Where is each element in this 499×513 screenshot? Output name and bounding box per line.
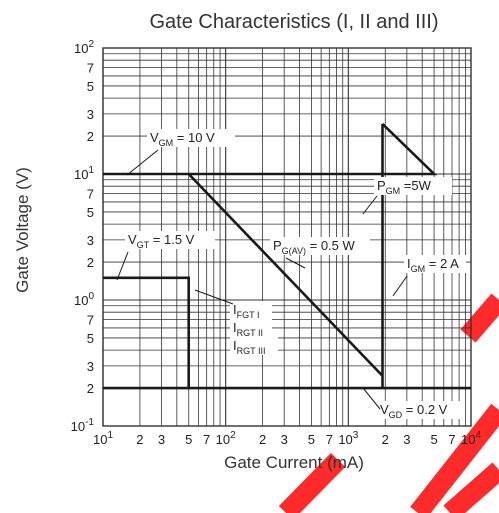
chart-title: Gate Characteristics (I, II and III): [150, 11, 439, 33]
y-tick-label: 7: [87, 313, 94, 328]
y-tick-label: 101: [74, 165, 94, 182]
watermark-stroke: [460, 293, 499, 343]
x-tick-label: 2: [259, 432, 266, 447]
y-tick-label: 3: [87, 107, 94, 122]
x-tick-label: 5: [308, 432, 315, 447]
annotation-bg: [374, 177, 452, 195]
annotation-bg: [404, 255, 466, 273]
annotation-bg: [377, 401, 461, 419]
x-tick-label: 101: [93, 430, 113, 447]
series-line-2: [187, 173, 384, 377]
y-tick-label: 5: [87, 205, 94, 220]
x-tick-label: 102: [216, 430, 236, 447]
x-tick-label: 5: [185, 432, 192, 447]
watermark-stroke: [410, 403, 499, 513]
x-tick-label: 7: [203, 432, 210, 447]
plot-frame: [102, 47, 472, 427]
series-line-1: [103, 122, 438, 176]
series-line-3: [103, 276, 190, 389]
annotation-bg: [230, 301, 272, 319]
leader-line: [362, 195, 378, 215]
x-tick-label: 3: [403, 432, 410, 447]
y-tick-label: 2: [87, 255, 94, 270]
x-tick-label: 103: [338, 430, 358, 447]
annotation-bg: [230, 319, 272, 337]
y-tick-label: 10-1: [71, 417, 95, 434]
leader-line: [362, 387, 381, 410]
watermark-stroke: [443, 462, 499, 513]
leader-line: [116, 251, 129, 281]
y-tick-label: 2: [87, 129, 94, 144]
annotation-bg: [270, 237, 370, 255]
leader-line: [392, 275, 408, 297]
y-tick-label: 5: [87, 79, 94, 94]
y-tick-label: 3: [87, 233, 94, 248]
watermark-stroke: [278, 452, 346, 513]
y-tick-label: 5: [87, 331, 94, 346]
x-axis-label: Gate Current (mA): [224, 453, 364, 472]
x-tick-label: 5: [430, 432, 437, 447]
series-layer: [103, 122, 471, 390]
y-tick-label: 7: [87, 61, 94, 76]
annotation-bg: [230, 337, 278, 355]
annotation-bg: [125, 231, 215, 249]
x-tick-label: 2: [382, 432, 389, 447]
x-tick-label: 3: [281, 432, 288, 447]
x-tick-label: 2: [136, 432, 143, 447]
x-tick-label: 7: [448, 432, 455, 447]
leader-line: [126, 149, 159, 176]
y-axis-label: Gate Voltage (V): [13, 167, 32, 293]
leader-line: [194, 289, 234, 305]
y-tick-label: 3: [87, 359, 94, 374]
red-watermark-strokes: [278, 293, 499, 513]
leader-line: [285, 257, 306, 269]
y-tick-label: 100: [74, 291, 94, 308]
x-tick-label: 7: [326, 432, 333, 447]
annotation-bg: [147, 129, 235, 147]
y-tick-label: 7: [87, 187, 94, 202]
y-tick-label: 102: [74, 39, 94, 56]
y-tick-label: 2: [87, 381, 94, 396]
x-tick-label: 3: [158, 432, 165, 447]
